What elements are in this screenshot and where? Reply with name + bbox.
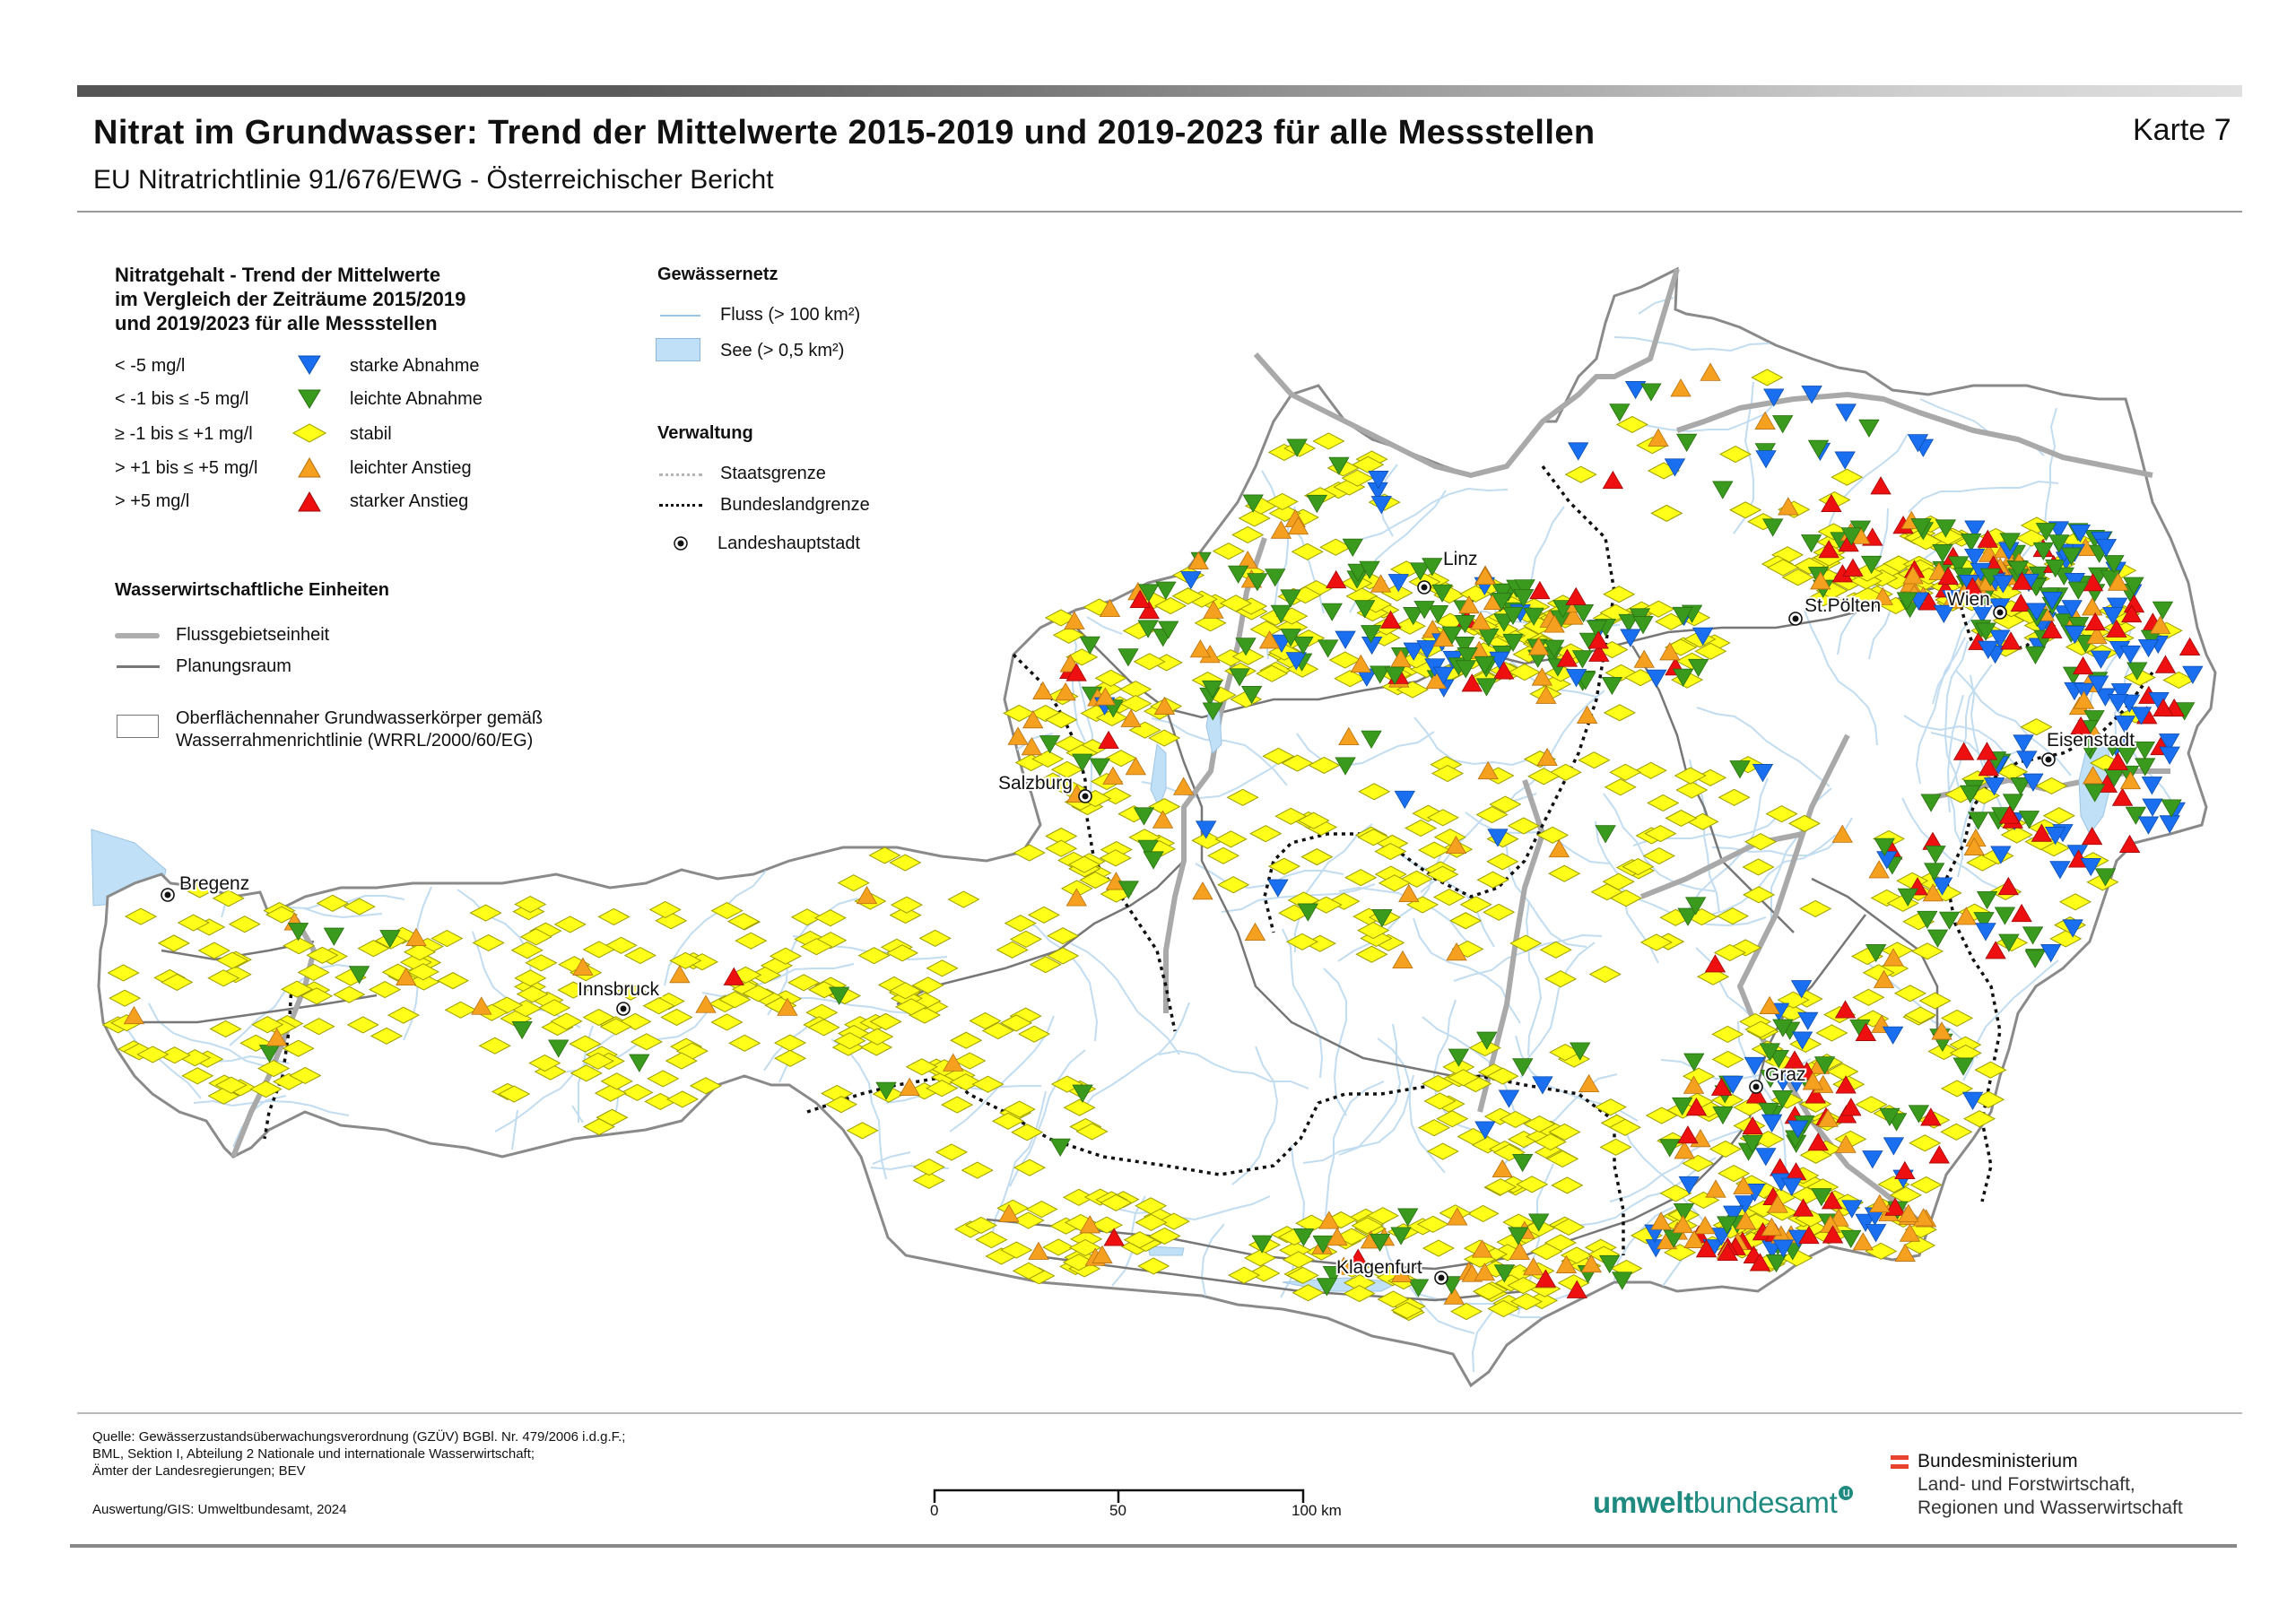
legend-trend-symbols (291, 355, 327, 512)
source-text: Quelle: Gewässerzustandsüberwachungsvero… (92, 1429, 626, 1479)
legend-water-units-title: Wasserwirtschaftliche Einheiten (115, 580, 390, 600)
scale-bar (933, 1488, 1305, 1503)
map-number: Karte 7 (2133, 113, 2231, 147)
footer-divider-bottom (70, 1544, 2237, 1548)
uba-u-icon: u (1839, 1486, 1854, 1500)
scale-label-100: 100 km (1292, 1502, 1342, 1519)
city-klagenfurt: Klagenfurt (1335, 1255, 1448, 1285)
triangle-down-green-icon (298, 389, 321, 409)
scale-label-50: 50 (1109, 1502, 1126, 1519)
legend-range-strong-decrease: < -5 mg/l (115, 356, 186, 376)
triangle-up-red-icon (298, 490, 321, 512)
map-subtitle: EU Nitratrichtlinie 91/676/EWG - Österre… (93, 165, 774, 195)
legend-trend-title-1: Nitratgehalt - Trend der Mittelwerte (115, 264, 441, 286)
svg-text:Klagenfurt: Klagenfurt (1336, 1257, 1422, 1278)
measurement-stations (101, 362, 2204, 1322)
uba-logo-light: bundesamt (1692, 1486, 1838, 1519)
svg-text:Wien: Wien (1947, 589, 1990, 610)
svg-text:St.Pölten: St.Pölten (1805, 595, 1881, 616)
legend-label-slight-increase: leichter Anstieg (350, 458, 472, 478)
footer-divider-top (77, 1412, 2242, 1414)
legend-grundwasserkoerper-line2: Wasserrahmenrichtlinie (WRRL/2000/60/EG) (176, 731, 534, 751)
header-gradient-bar (77, 85, 2242, 97)
thick-grey-line-icon (115, 633, 160, 638)
city-stplten: St.Pölten (1788, 594, 1883, 626)
grey-line-icon (117, 665, 160, 668)
legend-river: Fluss (> 100 km²) (720, 305, 861, 325)
legend-landeshauptstadt: Landeshauptstadt (718, 534, 861, 553)
legend-grundwasserkoerper-line1: Oberflächennaher Grundwasserkörper gemäß (176, 708, 544, 728)
legend-trend: Nitratgehalt - Trend der Mittelwerte im … (115, 263, 465, 335)
map-title: Nitrat im Grundwasser: Trend der Mittelw… (93, 114, 1596, 152)
city-graz: Graz (1749, 1063, 1808, 1094)
city-linz: Linz (1417, 547, 1480, 595)
ministry-logo-text: Bundesministerium Land- und Forstwirtsch… (1918, 1450, 2183, 1520)
provincial-capitals: Bregenz Innsbruck Salzburg Linz St.Pölten Wie… (161, 547, 2136, 1285)
svg-text:Innsbruck: Innsbruck (578, 979, 660, 1000)
legend-planungsraum: Planungsraum (176, 656, 291, 676)
ministry-line-3: Regionen und Wasserwirtschaft (1918, 1497, 2183, 1518)
legend-range-slight-decrease: < -1 bis ≤ -5 mg/l (115, 389, 249, 409)
state-border-icon (659, 473, 702, 476)
uba-logo-bold: umwelt (1593, 1486, 1693, 1519)
legend-label-strong-decrease: starke Abnahme (350, 356, 480, 376)
legend-range-stable: ≥ -1 bis ≤ +1 mg/l (115, 424, 253, 444)
scale-label-0: 0 (930, 1502, 939, 1519)
austria-flag-icon (1891, 1455, 1909, 1469)
svg-text:Eisenstadt: Eisenstadt (2047, 730, 2135, 751)
legend-flussgebietseinheit: Flussgebietseinheit (176, 625, 330, 645)
city-bregenz: Bregenz (161, 872, 251, 902)
legend-trend-title-3: und 2019/2023 für alle Messstellen (115, 312, 438, 334)
legend-lake: See (> 0,5 km²) (720, 341, 845, 360)
legend-staatsgrenze: Staatsgrenze (720, 464, 826, 483)
triangle-up-orange-icon (298, 456, 321, 478)
legend-bundeslandgrenze: Bundeslandgrenze (720, 495, 870, 515)
triangle-down-blue-icon (298, 355, 321, 375)
legend-trend-title-2: im Vergleich der Zeiträume 2015/2019 (115, 288, 466, 310)
legend-range-slight-increase: > +1 bis ≤ +5 mg/l (115, 458, 258, 478)
legend-label-stable: stabil (350, 424, 392, 444)
legend-label-strong-increase: starker Anstieg (350, 491, 469, 511)
lake-box-icon (656, 338, 700, 361)
city-innsbruck: Innsbruck (576, 977, 662, 1016)
province-border-icon (659, 504, 702, 507)
svg-text:Salzburg: Salzburg (998, 773, 1073, 794)
umweltbundesamt-logo: umweltbundesamt u (1593, 1486, 1854, 1520)
city-wien: Wien (1945, 587, 2007, 620)
city-eisenstadt: Eisenstadt (2041, 728, 2136, 767)
diamond-yellow-icon (291, 423, 327, 443)
legend-water-network-title: Gewässernetz (657, 265, 778, 284)
ministry-line-1: Bundesministerium (1918, 1451, 2078, 1471)
legend-range-strong-increase: > +5 mg/l (115, 491, 190, 511)
header-divider (77, 211, 2242, 213)
legend-administration-title: Verwaltung (657, 423, 753, 443)
gis-credit: Auswertung/GIS: Umweltbundesamt, 2024 (92, 1502, 347, 1517)
svg-text:Linz: Linz (1443, 549, 1478, 569)
ministry-line-2: Land- und Forstwirtschaft, (1918, 1474, 2135, 1495)
svg-text:Bregenz: Bregenz (179, 873, 249, 894)
river-line-icon (660, 315, 700, 317)
legend-label-slight-decrease: leichte Abnahme (350, 389, 483, 409)
capital-bullseye-icon (674, 536, 688, 551)
svg-text:Graz: Graz (1765, 1064, 1806, 1085)
city-salzburg: Salzburg (996, 771, 1092, 803)
white-box-icon (117, 715, 159, 738)
